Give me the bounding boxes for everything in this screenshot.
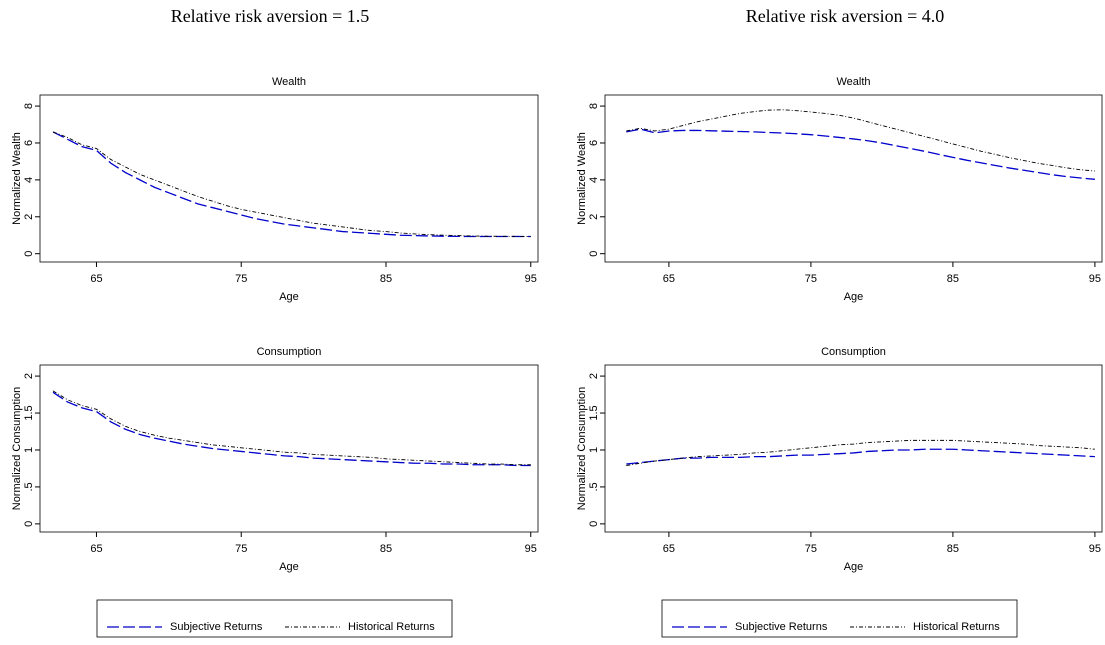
series-line <box>52 131 531 238</box>
y-tick-label: 0 <box>23 521 35 527</box>
chart-title: Wealth <box>836 76 870 88</box>
legend-label: Subjective Returns <box>170 621 263 633</box>
x-tick-label: 95 <box>1089 273 1101 285</box>
y-axis-label: Normalized Consumption <box>11 387 23 511</box>
y-tick-label: 0 <box>23 251 35 257</box>
series-line <box>52 131 531 237</box>
panel-heading: Relative risk aversion = 4.0 <box>746 6 945 26</box>
y-tick-label: .5 <box>588 482 600 491</box>
x-tick-label: 75 <box>235 543 247 555</box>
x-tick-label: 75 <box>805 273 817 285</box>
plot-frame <box>604 94 1103 263</box>
legend-box <box>661 599 1018 638</box>
y-tick-label: 1.5 <box>588 405 600 420</box>
x-tick-label: 95 <box>525 273 537 285</box>
series-line <box>52 390 531 466</box>
series-line <box>626 109 1095 172</box>
x-tick-label: 75 <box>235 273 247 285</box>
plot-frame <box>604 364 1103 533</box>
series-line <box>626 439 1095 466</box>
y-tick-label: 2 <box>588 214 600 220</box>
x-tick-label: 65 <box>663 273 675 285</box>
chart-title: Wealth <box>272 76 306 88</box>
x-tick-label: 75 <box>805 543 817 555</box>
y-tick-label: 8 <box>23 103 35 109</box>
x-axis-label: Age <box>844 291 864 303</box>
y-tick-label: 2 <box>23 214 35 220</box>
y-axis-label: Normalized Wealth <box>576 132 588 225</box>
legend-label: Historical Returns <box>913 621 1000 633</box>
y-tick-label: 4 <box>588 177 600 183</box>
x-axis-label: Age <box>279 561 299 573</box>
panel-heading: Relative risk aversion = 1.5 <box>171 6 370 26</box>
y-tick-label: 0 <box>588 521 600 527</box>
y-axis-label: Normalized Wealth <box>11 132 23 225</box>
y-tick-label: 6 <box>588 140 600 146</box>
y-tick-label: .5 <box>23 482 35 491</box>
y-tick-label: 0 <box>588 251 600 257</box>
y-tick-label: 2 <box>588 373 600 379</box>
chart-title: Consumption <box>821 346 886 358</box>
x-tick-label: 85 <box>380 543 392 555</box>
legend-box <box>96 599 453 638</box>
x-axis-label: Age <box>844 561 864 573</box>
legend-label: Historical Returns <box>348 621 435 633</box>
x-tick-label: 85 <box>380 273 392 285</box>
y-tick-label: 6 <box>23 140 35 146</box>
y-axis-label: Normalized Consumption <box>576 387 588 511</box>
plot-frame <box>39 94 539 263</box>
x-tick-label: 85 <box>947 273 959 285</box>
x-tick-label: 65 <box>90 543 102 555</box>
y-tick-label: 1 <box>588 447 600 453</box>
x-axis-label: Age <box>279 291 299 303</box>
y-tick-label: 8 <box>588 103 600 109</box>
legend-label: Subjective Returns <box>735 621 828 633</box>
x-tick-label: 65 <box>90 273 102 285</box>
series-line <box>626 128 1095 180</box>
y-tick-label: 4 <box>23 177 35 183</box>
series-line <box>626 448 1095 465</box>
x-tick-label: 95 <box>525 543 537 555</box>
series-line <box>52 391 531 467</box>
y-tick-label: 1.5 <box>23 405 35 420</box>
chart-title: Consumption <box>257 346 322 358</box>
x-tick-label: 85 <box>947 543 959 555</box>
x-tick-label: 65 <box>663 543 675 555</box>
y-tick-label: 1 <box>23 447 35 453</box>
x-tick-label: 95 <box>1089 543 1101 555</box>
plot-frame <box>39 364 539 533</box>
y-tick-label: 2 <box>23 373 35 379</box>
